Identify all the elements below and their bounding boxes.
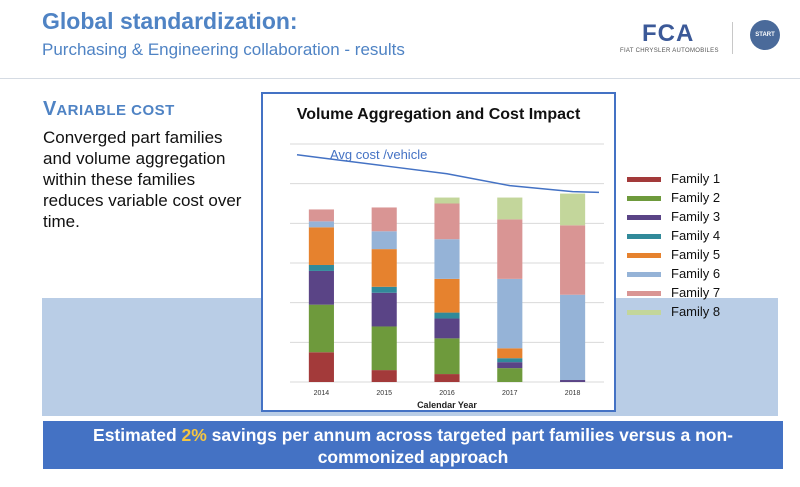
fca-logo: FCA FIAT CHRYSLER AUTOMOBILES START: [620, 20, 790, 60]
bar-segment-2016-family-4: [434, 312, 460, 319]
bar-segment-2015-family-5: [371, 249, 397, 287]
legend-label: Family 4: [671, 228, 721, 243]
x-tick-label: 2015: [376, 390, 392, 397]
bar-segment-2014-family-1: [308, 352, 334, 382]
bar-segment-2017-family-5: [497, 348, 523, 359]
bar-segment-2017-family-2: [497, 368, 523, 382]
bar-segment-2018-family-7: [560, 225, 586, 295]
legend-label: Family 5: [671, 247, 721, 262]
legend-swatch: [627, 253, 661, 258]
bar-segment-2017-family-7: [497, 219, 523, 279]
start-badge-icon: START: [750, 20, 780, 50]
legend-label: Family 7: [671, 285, 721, 300]
header-divider: [0, 78, 800, 79]
bar-segment-2015-family-6: [371, 231, 397, 250]
bar-segment-2014-family-2: [308, 304, 334, 353]
bar-segment-2014-family-4: [308, 264, 334, 271]
page-title: Global standardization:: [42, 8, 298, 34]
legend-swatch: [627, 291, 661, 296]
bar-segment-2014-family-5: [308, 227, 334, 265]
bar-segment-2014-family-6: [308, 221, 334, 228]
bar-segment-2017-family-8: [497, 197, 523, 220]
bar-segment-2016-family-5: [434, 278, 460, 313]
legend-swatch: [627, 177, 661, 182]
banner-highlight: 2%: [181, 425, 207, 445]
cost-line: Avg cost /vehicle: [296, 147, 600, 194]
legend-swatch: [627, 215, 661, 220]
x-axis-title: Calendar Year: [417, 400, 477, 410]
bar-segment-2017-family-3: [497, 362, 523, 369]
fca-logo-tagline: FIAT CHRYSLER AUTOMOBILES: [620, 48, 719, 54]
bar-segment-2018-family-8: [560, 193, 586, 226]
bar-segment-2014-family-3: [308, 270, 334, 305]
bar-segment-2017-family-6: [497, 278, 523, 349]
bar-segment-2018-family-3: [560, 380, 586, 382]
bar-segment-2016-family-1: [434, 374, 460, 382]
bar-segment-2016-family-3: [434, 318, 460, 339]
bar-segment-2016-family-7: [434, 203, 460, 240]
bar-segment-2016-family-8: [434, 197, 460, 204]
bar-segment-2016-family-6: [434, 239, 460, 279]
section-heading-rest: ARIABLE COST: [56, 102, 175, 119]
legend-swatch: [627, 272, 661, 277]
x-tick-label: 2018: [565, 390, 581, 397]
chart-title: Volume Aggregation and Cost Impact: [296, 106, 581, 123]
cost-line-path: [296, 154, 600, 194]
legend-swatch: [627, 234, 661, 239]
legend-swatch: [627, 310, 661, 315]
bar-segment-2015-family-4: [371, 286, 397, 293]
bar-segment-2015-family-2: [371, 326, 397, 371]
section-heading-initial: V: [43, 98, 57, 120]
savings-banner: Estimated 2% savings per annum across ta…: [43, 421, 783, 469]
bar-segment-2015-family-1: [371, 370, 397, 382]
logo-divider: [732, 22, 733, 54]
cost-line-label: Avg cost /vehicle: [330, 147, 427, 162]
chart-bars: [308, 193, 586, 382]
x-tick-label: 2014: [314, 390, 330, 397]
chart-plot: Avg cost /vehicle 2014 2015 2016 2017 2018 C…: [290, 143, 604, 410]
banner-suffix: savings per annum across targeted part f…: [206, 425, 733, 467]
chart-container: Volume Aggregation and Cost Impact Avg c…: [261, 92, 616, 412]
x-tick-label: 2016: [439, 390, 455, 397]
legend-label: Family 2: [671, 190, 721, 205]
bar-segment-2018-family-6: [560, 294, 586, 381]
section-heading: VARIABLE COST: [43, 98, 175, 121]
legend-label: Family 1: [671, 171, 721, 186]
banner-prefix: Estimated: [93, 425, 182, 445]
legend-label: Family 3: [671, 209, 721, 224]
bar-segment-2015-family-3: [371, 292, 397, 327]
bar-segment-2017-family-4: [497, 358, 523, 363]
chart-x-ticks: 2014 2015 2016 2017 2018: [314, 390, 581, 397]
legend-swatch: [627, 196, 661, 201]
bar-segment-2015-family-7: [371, 207, 397, 232]
bar-segment-2016-family-2: [434, 338, 460, 375]
bar-segment-2014-family-7: [308, 209, 334, 222]
legend-label: Family 6: [671, 266, 721, 281]
legend-label: Family 8: [671, 304, 721, 319]
page-subtitle: Purchasing & Engineering collaboration -…: [42, 40, 405, 59]
section-body: Converged part families and volume aggre…: [43, 128, 242, 231]
fca-logo-text: FCA: [642, 20, 695, 47]
x-tick-label: 2017: [502, 390, 518, 397]
